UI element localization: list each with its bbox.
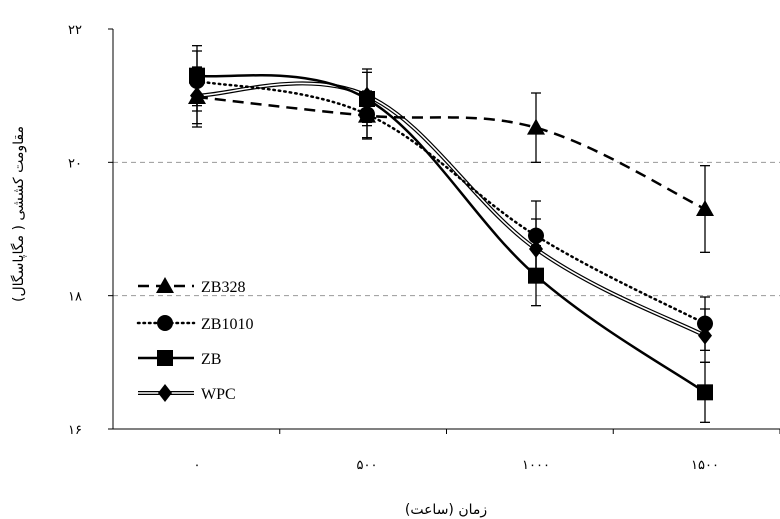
data-point-ZB xyxy=(697,384,713,401)
series-ZB1010 xyxy=(195,79,707,325)
legend-marker-WPC xyxy=(158,384,172,402)
legend-label-ZB: ZB xyxy=(201,351,221,368)
data-point-WPC xyxy=(190,86,204,105)
data-point-ZB328 xyxy=(527,118,545,135)
legend-label-ZB328: ZB328 xyxy=(201,279,245,296)
series-line-ZB1010 xyxy=(195,79,707,325)
series-line-ZB xyxy=(196,74,706,394)
y-tick-label: ۲۰ xyxy=(68,156,82,171)
legend-label-WPC: WPC xyxy=(201,386,236,403)
legend-item-WPC: WPC xyxy=(138,384,236,403)
series-marks-ZB328 xyxy=(188,66,714,253)
y-tick-label: ۲۲ xyxy=(68,23,82,38)
series-line-ZB328 xyxy=(196,95,706,211)
x-axis-title: زمان (ساعت) xyxy=(405,502,487,518)
legend-item-ZB1010: ZB1010 xyxy=(136,315,253,333)
series-marks-ZB xyxy=(189,45,713,423)
legend-label-ZB1010: ZB1010 xyxy=(201,316,253,333)
y-tick-label: ۱۸ xyxy=(68,290,82,305)
x-tick-label: ۱۰۰۰ xyxy=(522,458,550,473)
x-tick-label: ۵۰۰ xyxy=(357,458,378,473)
series-line-WPC xyxy=(196,81,706,338)
series-WPC xyxy=(196,81,706,338)
data-point-ZB328 xyxy=(696,200,714,216)
legend-marker-ZB1010 xyxy=(157,315,173,331)
legend-item-ZB: ZB xyxy=(138,350,221,368)
x-tick-label: ۰ xyxy=(194,458,201,473)
legend-marker-ZB xyxy=(157,350,173,366)
x-tick-label: ۱۵۰۰ xyxy=(691,458,719,473)
series-marks-WPC xyxy=(190,67,712,363)
y-axis-title: مقاومت کششی ( مگاپاسگال) xyxy=(10,126,27,302)
series-line-WPC-inner xyxy=(196,82,706,337)
legend: ZB328 ZB1010 ZB WPC xyxy=(136,277,253,403)
series-layer xyxy=(188,45,714,423)
gridlines xyxy=(113,161,780,297)
series-ZB328 xyxy=(196,95,706,211)
data-point-WPC xyxy=(360,86,374,105)
data-point-WPC xyxy=(529,240,543,258)
legend-item-ZB328: ZB328 xyxy=(138,277,245,296)
legend-marker-ZB328 xyxy=(156,277,174,293)
axis-ticks: ۱۶ ۱۸ ۲۰ ۲۲ ۰ ۵۰۰ ۱۰۰۰ ۱۵۰۰ xyxy=(68,23,780,473)
data-point-WPC xyxy=(698,326,712,345)
axes xyxy=(112,29,780,430)
series-ZB xyxy=(196,74,706,394)
y-tick-label: ۱۶ xyxy=(68,423,82,438)
